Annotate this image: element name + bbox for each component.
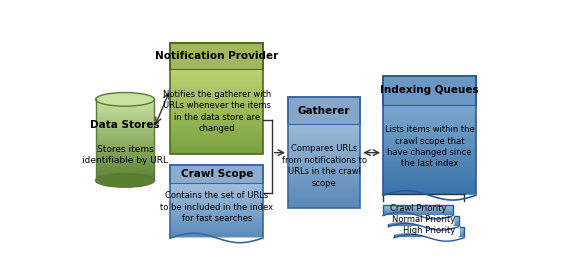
Text: Compares URLs
from notifications to
URLs in the crawl
scope: Compares URLs from notifications to URLs… bbox=[281, 144, 367, 188]
Text: Indexing Queues: Indexing Queues bbox=[380, 85, 479, 95]
Text: Gatherer: Gatherer bbox=[298, 106, 350, 116]
Bar bbox=[383, 204, 453, 216]
Text: Crawl Priority: Crawl Priority bbox=[390, 204, 446, 213]
Text: Lists items within the
crawl scope that
have changed since
the last index: Lists items within the crawl scope that … bbox=[384, 125, 474, 168]
Text: Contains the set of URLs
to be included in the index
for fast searches: Contains the set of URLs to be included … bbox=[160, 191, 273, 223]
Text: Stores items
identifiable by URL: Stores items identifiable by URL bbox=[82, 145, 168, 165]
Text: Data Stores: Data Stores bbox=[91, 120, 160, 130]
Bar bbox=[288, 97, 360, 208]
Text: Notification Provider: Notification Provider bbox=[155, 51, 279, 61]
Bar bbox=[388, 216, 458, 227]
Text: Notifies the gatherer with
URLs whenever the items
in the data store are
changed: Notifies the gatherer with URLs whenever… bbox=[162, 90, 271, 133]
Bar bbox=[383, 76, 476, 195]
Bar bbox=[171, 43, 263, 154]
Text: High Priority: High Priority bbox=[403, 227, 455, 235]
Bar bbox=[394, 227, 464, 238]
Text: Crawl Scope: Crawl Scope bbox=[180, 169, 253, 179]
Ellipse shape bbox=[96, 174, 154, 187]
Ellipse shape bbox=[96, 93, 154, 106]
Bar bbox=[171, 165, 263, 238]
Text: Normal Priority: Normal Priority bbox=[392, 216, 455, 224]
